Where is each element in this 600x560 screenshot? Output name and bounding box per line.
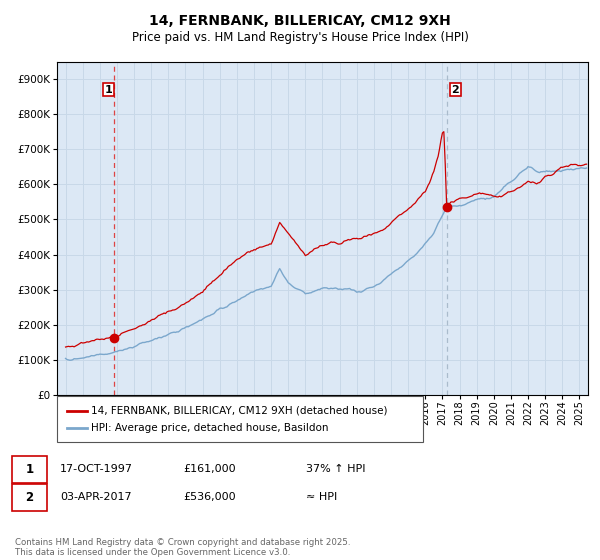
Text: Price paid vs. HM Land Registry's House Price Index (HPI): Price paid vs. HM Land Registry's House … — [131, 31, 469, 44]
Text: £536,000: £536,000 — [183, 492, 236, 502]
Text: 03-APR-2017: 03-APR-2017 — [60, 492, 131, 502]
Text: HPI: Average price, detached house, Basildon: HPI: Average price, detached house, Basi… — [91, 423, 329, 433]
Text: 17-OCT-1997: 17-OCT-1997 — [60, 464, 133, 474]
Text: 14, FERNBANK, BILLERICAY, CM12 9XH (detached house): 14, FERNBANK, BILLERICAY, CM12 9XH (deta… — [91, 405, 388, 416]
Text: 2: 2 — [25, 491, 34, 504]
Text: 37% ↑ HPI: 37% ↑ HPI — [306, 464, 365, 474]
Text: 14, FERNBANK, BILLERICAY, CM12 9XH: 14, FERNBANK, BILLERICAY, CM12 9XH — [149, 14, 451, 28]
Text: 1: 1 — [104, 85, 112, 95]
Text: Contains HM Land Registry data © Crown copyright and database right 2025.
This d: Contains HM Land Registry data © Crown c… — [15, 538, 350, 557]
Text: 1: 1 — [25, 463, 34, 476]
Text: £161,000: £161,000 — [183, 464, 236, 474]
Text: 2: 2 — [451, 85, 459, 95]
Text: ≈ HPI: ≈ HPI — [306, 492, 337, 502]
